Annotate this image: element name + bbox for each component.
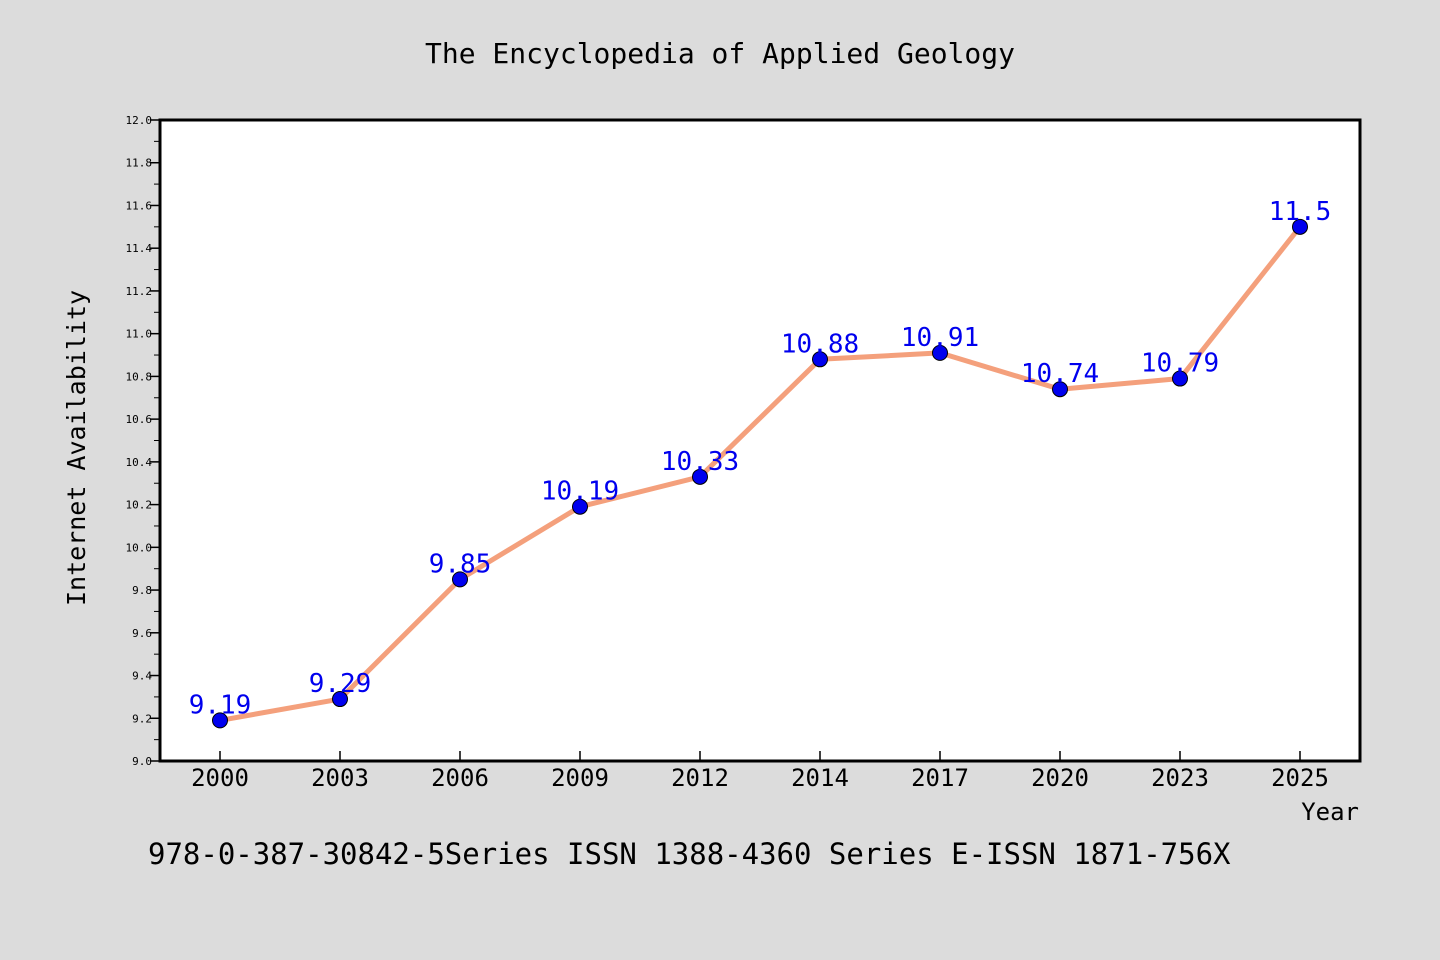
data-point (932, 344, 948, 361)
y-tick-label: 10.0 (126, 541, 153, 554)
y-tick-label: 11.2 (126, 285, 153, 298)
y-axis: 9.0 9.2 9.4 9.6 9.8 10.0 10.2 10.4 10.6 10.8 11.0 1… (126, 114, 160, 768)
y-tick-label: 9.4 (132, 670, 152, 683)
x-tick-label: 2020 (1031, 764, 1089, 792)
y-tick-label: 9.6 (132, 627, 152, 640)
x-tick-label: 2023 (1151, 764, 1209, 792)
y-tick-label: 9.8 (132, 584, 152, 597)
y-tick-label: 9.0 (132, 755, 152, 768)
data-label: 11.5 (1269, 197, 1332, 227)
data-point (1052, 381, 1068, 398)
y-tick-label: 11.4 (126, 242, 153, 255)
data-point (572, 498, 588, 515)
y-tick-label: 10.2 (126, 499, 153, 512)
data-point (452, 571, 468, 588)
y-tick-label: 12.0 (126, 114, 153, 127)
x-tick-label: 2003 (311, 764, 369, 792)
data-label: 10.33 (661, 447, 739, 477)
y-tick-label: 9.2 (132, 712, 152, 725)
x-axis-label: Year (1301, 798, 1359, 826)
footer-text: 978-0-387-30842-5Series ISSN 1388-4360 S… (148, 837, 1231, 871)
x-tick-label: 2017 (911, 764, 969, 792)
y-tick-label: 10.4 (126, 456, 153, 469)
plot-area (158, 118, 1362, 763)
y-tick-label: 11.6 (126, 199, 153, 212)
data-point (212, 712, 228, 729)
data-label: 9.29 (309, 669, 372, 699)
data-labels: 9.19 9.29 9.85 10.19 10.33 10.88 10.91 10.74 10.… (189, 197, 1332, 721)
x-tick-label: 2009 (551, 764, 609, 792)
data-label: 10.19 (541, 477, 619, 507)
data-point (1172, 370, 1188, 387)
data-point (692, 468, 708, 485)
x-axis: 2000 2003 2006 2009 2012 2014 2017 2020 2023 2025 (191, 751, 1329, 792)
y-tick-label: 10.8 (126, 370, 153, 383)
y-axis-label: Internet Availability (62, 290, 91, 606)
data-label: 10.91 (901, 323, 979, 353)
x-tick-label: 2012 (671, 764, 729, 792)
series-line (217, 224, 1303, 723)
data-label: 9.19 (189, 690, 252, 720)
data-label: 10.79 (1141, 349, 1219, 379)
data-label: 10.88 (781, 329, 859, 359)
chart-title: The Encyclopedia of Applied Geology (425, 37, 1015, 70)
data-label: 9.85 (429, 549, 492, 579)
y-tick-label: 11.0 (126, 328, 153, 341)
x-tick-label: 2000 (191, 764, 249, 792)
data-point (812, 351, 828, 368)
y-tick-label: 10.6 (126, 413, 153, 426)
y-tick-label: 11.8 (126, 157, 153, 170)
data-markers (212, 218, 1308, 729)
data-point (1292, 218, 1308, 235)
x-tick-label: 2025 (1271, 764, 1329, 792)
x-tick-label: 2014 (791, 764, 849, 792)
data-label: 10.74 (1021, 359, 1099, 389)
data-point (332, 691, 348, 708)
x-tick-label: 2006 (431, 764, 489, 792)
